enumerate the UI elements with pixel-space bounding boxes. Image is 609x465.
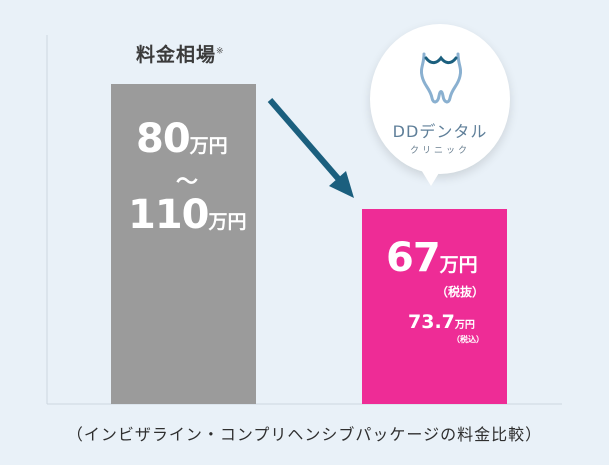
tax-included-label: （税込） (452, 335, 484, 344)
brand-name: DDデンタル (392, 122, 488, 141)
dd-price-label: 67万円 (386, 235, 478, 281)
chart-footer-caption: （インビザライン・コンプリヘンシブパッケージの料金比較） (66, 425, 543, 444)
market-price-bar (111, 83, 256, 404)
tooth-icon (419, 52, 463, 104)
brand-bubble (370, 24, 510, 174)
brand-bubble-tail (420, 168, 442, 186)
brand-subtitle: クリニック (409, 146, 470, 156)
dd-dental-price-bar (362, 208, 507, 404)
market-price-title: 料金相場※ (136, 44, 225, 66)
market-low-label: 80万円 (136, 116, 228, 162)
market-tilde-label: 〜 (176, 170, 199, 195)
tax-excluded-label: （税抜） (436, 285, 485, 299)
market-high-label: 110万円 (128, 192, 247, 238)
dd-price-with-tax-label: 73.7万円 (408, 311, 475, 333)
